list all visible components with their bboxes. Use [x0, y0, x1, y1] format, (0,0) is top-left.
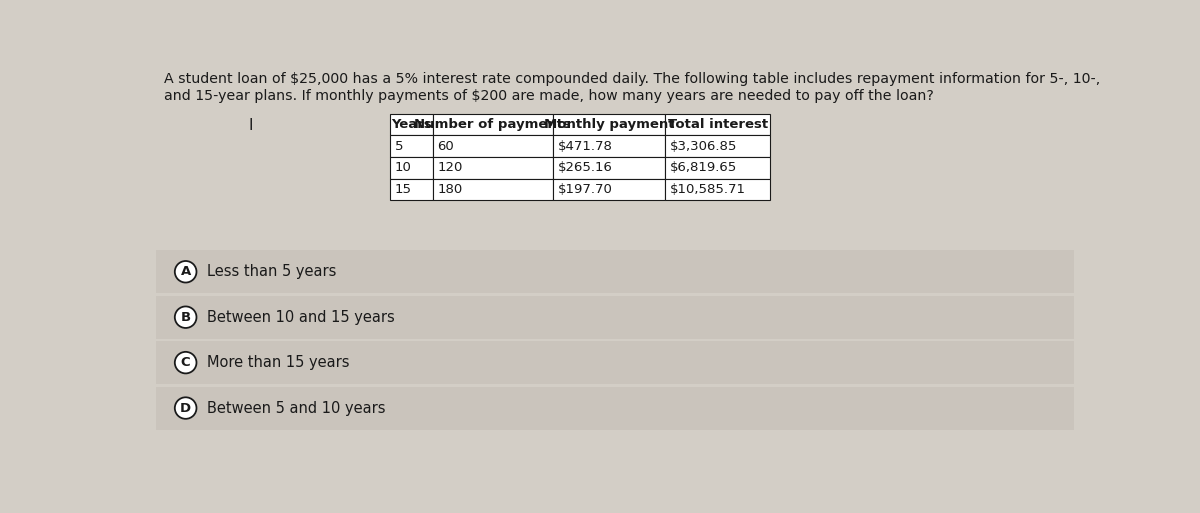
Text: Between 10 and 15 years: Between 10 and 15 years [208, 310, 395, 325]
Text: 120: 120 [438, 161, 463, 174]
Bar [433, 114, 553, 135]
Bar [156, 295, 1074, 339]
Text: 60: 60 [438, 140, 455, 153]
Text: A student loan of $25,000 has a 5% interest rate compounded daily. The following: A student loan of $25,000 has a 5% inter… [164, 72, 1100, 86]
Bar [156, 386, 1074, 429]
Text: I: I [248, 118, 253, 133]
Text: C: C [181, 356, 191, 369]
Text: $3,306.85: $3,306.85 [670, 140, 737, 153]
Text: A: A [180, 265, 191, 278]
Text: More than 15 years: More than 15 years [208, 355, 350, 370]
Bar [553, 135, 665, 157]
Bar [433, 135, 553, 157]
Bar [156, 341, 1074, 384]
Bar [665, 135, 770, 157]
Bar [553, 157, 665, 179]
Text: Years: Years [391, 118, 432, 131]
Bar [433, 179, 553, 200]
Text: B: B [180, 311, 191, 324]
Text: 180: 180 [438, 183, 463, 196]
Text: D: D [180, 402, 191, 415]
Text: $265.16: $265.16 [558, 161, 612, 174]
Text: Total interest: Total interest [667, 118, 768, 131]
Text: 10: 10 [395, 161, 412, 174]
Circle shape [175, 261, 197, 283]
Bar [553, 114, 665, 135]
Bar [665, 114, 770, 135]
Circle shape [175, 306, 197, 328]
Bar [390, 135, 433, 157]
Circle shape [175, 397, 197, 419]
Bar [390, 114, 433, 135]
Text: 15: 15 [395, 183, 412, 196]
Bar [665, 157, 770, 179]
Bar [433, 157, 553, 179]
Text: $10,585.71: $10,585.71 [670, 183, 746, 196]
Text: and 15-year plans. If monthly payments of $200 are made, how many years are need: and 15-year plans. If monthly payments o… [164, 89, 934, 103]
Text: Number of payments: Number of payments [414, 118, 571, 131]
Bar [665, 179, 770, 200]
Bar [390, 179, 433, 200]
Text: Less than 5 years: Less than 5 years [208, 264, 337, 279]
Text: Monthly payment: Monthly payment [544, 118, 674, 131]
Text: $197.70: $197.70 [558, 183, 612, 196]
Text: $6,819.65: $6,819.65 [670, 161, 737, 174]
Bar [156, 250, 1074, 293]
Bar [390, 157, 433, 179]
Text: $471.78: $471.78 [558, 140, 612, 153]
Circle shape [175, 352, 197, 373]
Text: 5: 5 [395, 140, 403, 153]
Bar [553, 179, 665, 200]
Text: Between 5 and 10 years: Between 5 and 10 years [208, 401, 386, 416]
